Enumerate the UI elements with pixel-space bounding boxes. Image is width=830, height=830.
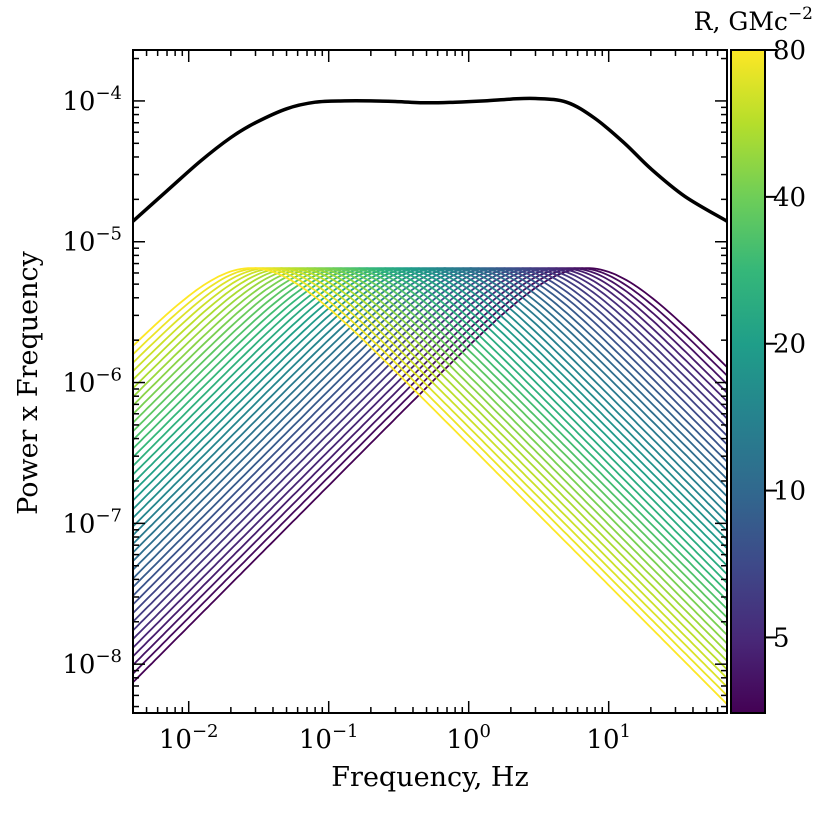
family-curve	[133, 267, 727, 593]
family-curve	[133, 267, 727, 697]
family-curve	[133, 267, 727, 658]
family-curve	[133, 267, 727, 623]
y-axis-label: Power x Frequency	[13, 250, 44, 514]
family-curve	[133, 267, 727, 671]
x-tick-label: 101	[586, 721, 631, 755]
colorbar-ticks: 80 40 20 10 5	[765, 36, 806, 653]
family-curve	[133, 267, 727, 580]
x-tick-label: 10−1	[299, 721, 359, 755]
y-tick-label: 10−5	[62, 224, 122, 258]
y-tick-label: 10−7	[62, 505, 122, 539]
colorbar: 80 40 20 10 5 R, GMc−2	[694, 4, 813, 714]
y-tick-label: 10−6	[62, 365, 122, 399]
colorbar-gradient	[730, 49, 766, 714]
family-curve	[133, 267, 727, 705]
family-curve	[133, 267, 727, 688]
family-curve	[133, 267, 727, 636]
family-curve	[133, 267, 727, 649]
colorbar-title-exponent: −2	[788, 4, 813, 24]
colorbar-title-text: R, GMc	[694, 7, 788, 36]
family-curve	[133, 267, 727, 645]
colorbar-tick-label: 20	[773, 330, 806, 360]
family-curve	[133, 267, 727, 549]
y-tick-label: 10−8	[62, 646, 122, 680]
y-axis-ticks: 10−8 10−7 10−6 10−5 10−4	[62, 57, 727, 708]
family-curve	[133, 267, 727, 567]
x-tick-label: 10−2	[159, 721, 219, 755]
x-axis-ticks: 10−2 10−1 100 101	[132, 50, 728, 755]
series-group	[133, 96, 727, 705]
family-curve	[133, 267, 727, 562]
family-curve	[133, 267, 727, 675]
plot-frame	[132, 49, 728, 714]
colorbar-tick-label: 80	[773, 36, 806, 66]
x-tick-label: 100	[446, 721, 491, 755]
x-axis-label: Frequency, Hz	[331, 762, 528, 793]
family-curve	[133, 267, 727, 558]
family-curve	[133, 267, 727, 627]
family-curve	[133, 267, 727, 610]
family-curve	[133, 267, 727, 606]
family-curve	[133, 267, 727, 614]
colorbar-title: R, GMc−2	[694, 4, 813, 36]
family-curve	[133, 267, 727, 545]
family-curve	[133, 267, 727, 571]
plot-area	[133, 96, 727, 705]
family-curve	[133, 267, 727, 619]
family-curve	[133, 267, 727, 575]
family-curve	[133, 267, 727, 653]
family-curve	[133, 267, 727, 541]
family-curve	[133, 267, 727, 532]
family-curve	[133, 267, 727, 601]
family-curve	[133, 267, 727, 683]
colorbar-tick-label: 10	[773, 477, 806, 507]
family-curve	[133, 267, 727, 662]
family-curve	[133, 267, 727, 554]
family-curve	[133, 267, 727, 679]
family-curve	[133, 267, 727, 666]
family-curve	[133, 267, 727, 588]
family-curve	[133, 267, 727, 584]
family-curve	[133, 267, 727, 597]
family-curve	[133, 267, 727, 640]
total-curve	[133, 96, 727, 223]
y-tick-label: 10−4	[62, 83, 122, 117]
colorbar-tick-label: 5	[773, 623, 790, 653]
colorbar-tick-label: 40	[773, 183, 806, 213]
family-curve	[133, 267, 727, 632]
